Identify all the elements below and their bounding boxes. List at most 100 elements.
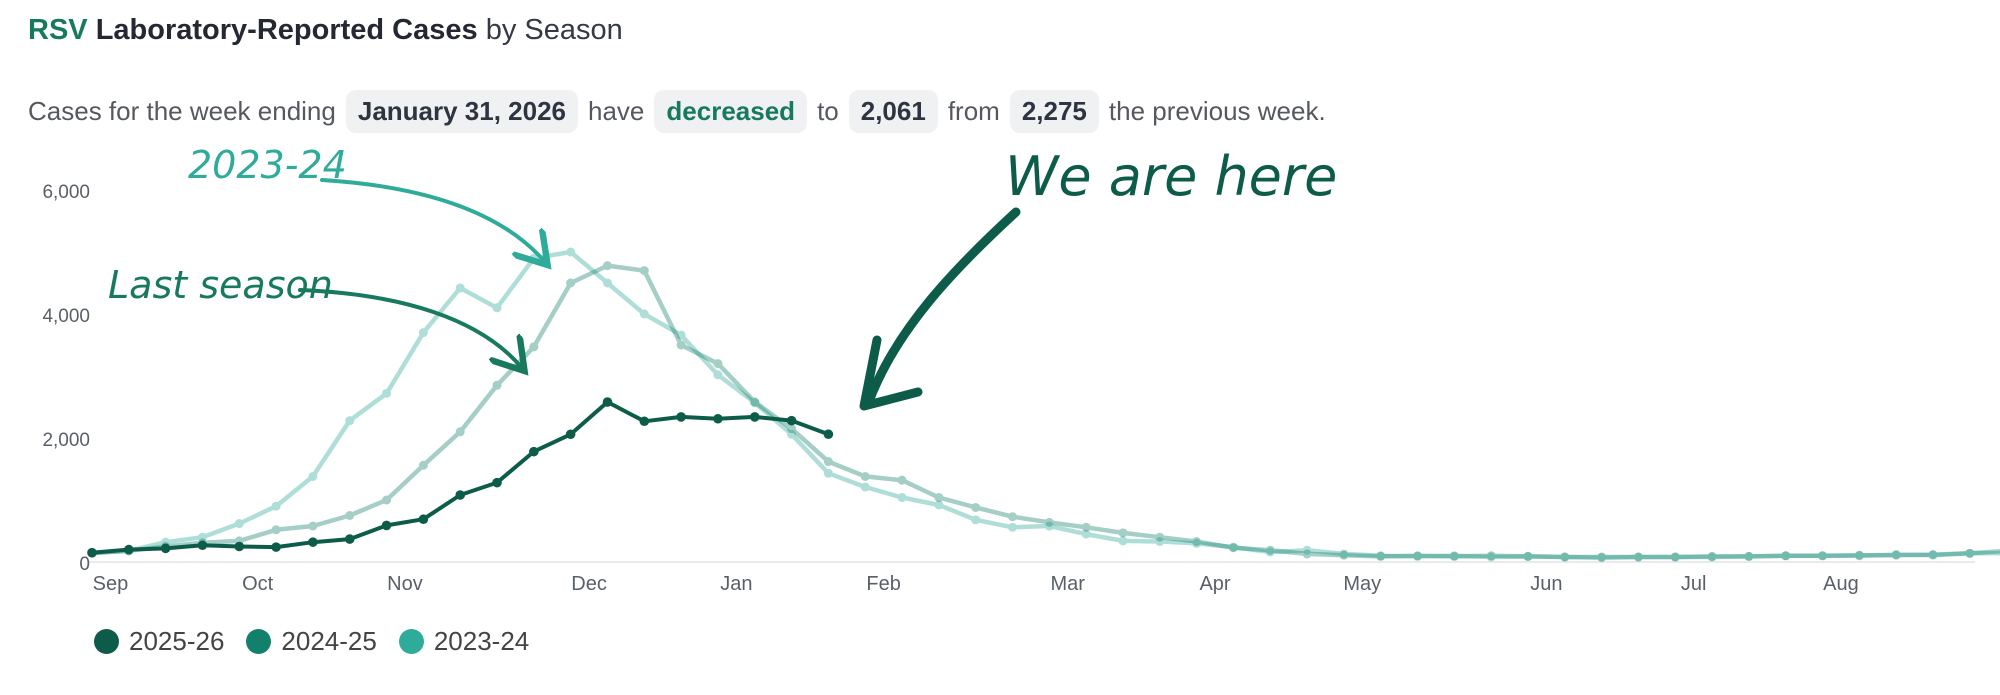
data-point-2023-24[interactable] [492,303,502,313]
data-point-2023-24[interactable] [1928,550,1938,560]
data-point-2025-26[interactable] [823,429,834,440]
data-point-2025-26[interactable] [381,520,392,531]
data-point-2023-24[interactable] [1449,551,1459,561]
data-point-2024-25[interactable] [1744,551,1754,561]
data-point-2023-24[interactable] [308,471,318,481]
data-point-2025-26[interactable] [418,514,429,525]
data-point-2023-24[interactable] [1891,550,1901,560]
data-point-2023-24[interactable] [1339,549,1349,559]
data-point-2023-24[interactable] [713,370,723,380]
data-point-2023-24[interactable] [750,398,760,408]
data-point-2025-26[interactable] [87,547,97,558]
data-point-2024-25[interactable] [1449,551,1459,561]
data-point-2024-25[interactable] [566,278,576,288]
data-point-2025-26[interactable] [124,544,134,555]
data-point-2024-25[interactable] [1707,551,1717,561]
data-point-2025-26[interactable] [344,534,355,544]
data-point-2024-25[interactable] [750,397,760,407]
data-point-2023-24[interactable] [823,468,833,478]
data-point-2024-25[interactable] [1081,522,1091,532]
data-point-2024-25[interactable] [1413,551,1423,561]
data-point-2023-24[interactable] [1965,548,1975,558]
data-point-2024-25[interactable] [1891,550,1901,560]
data-point-2025-26[interactable] [492,477,502,488]
data-point-2024-25[interactable] [1376,551,1386,561]
data-point-2025-26[interactable] [676,412,686,422]
data-point-2025-26[interactable] [271,542,281,552]
data-point-2025-26[interactable] [713,413,723,424]
data-point-2023-24[interactable] [566,247,576,257]
data-point-2023-24[interactable] [787,429,797,439]
data-point-2023-24[interactable] [1265,547,1275,557]
data-point-2024-25[interactable] [787,424,797,434]
data-point-2025-26[interactable] [639,416,650,427]
data-point-2023-24[interactable] [1118,536,1128,546]
data-point-2023-24[interactable] [639,309,649,319]
data-point-2024-25[interactable] [639,266,649,276]
data-point-2023-24[interactable] [418,328,428,338]
data-point-2023-24[interactable] [1597,553,1607,563]
legend-item-2023-24[interactable]: 2023-24 [398,626,529,657]
data-point-2024-25[interactable] [1044,517,1054,527]
legend-item-2024-25[interactable]: 2024-25 [246,626,377,657]
data-point-2023-24[interactable] [1228,542,1238,552]
data-point-2023-24[interactable] [1560,552,1570,562]
data-point-2025-26[interactable] [529,446,539,457]
data-point-2023-24[interactable] [234,519,244,529]
data-point-2024-25[interactable] [345,511,355,520]
data-point-2024-25[interactable] [713,359,723,369]
data-point-2023-24[interactable] [197,532,207,542]
data-point-2024-25[interactable] [897,475,907,485]
data-point-2023-24[interactable] [271,501,281,511]
data-point-2024-25[interactable] [418,460,428,470]
data-point-2024-25[interactable] [1118,528,1128,538]
data-point-2025-26[interactable] [786,415,797,426]
data-point-2025-26[interactable] [308,537,318,547]
data-point-2024-25[interactable] [934,493,944,503]
data-point-2023-24[interactable] [1744,551,1754,561]
data-point-2023-24[interactable] [455,283,465,293]
data-point-2024-25[interactable] [860,471,870,481]
data-point-2024-25[interactable] [1781,551,1791,561]
data-point-2023-24[interactable] [1192,538,1202,548]
data-point-2023-24[interactable] [1376,551,1386,561]
data-point-2024-25[interactable] [1928,550,1938,560]
data-point-2024-25[interactable] [455,427,465,437]
data-point-2024-25[interactable] [1818,551,1828,561]
data-point-2023-24[interactable] [934,500,944,510]
data-point-2024-25[interactable] [823,457,833,467]
data-point-2024-25[interactable] [1854,550,1864,560]
data-point-2024-25[interactable] [971,502,981,512]
data-point-2025-26[interactable] [749,412,760,422]
data-point-2024-25[interactable] [1008,512,1017,522]
data-point-2023-24[interactable] [1854,551,1864,561]
data-point-2024-25[interactable] [529,342,539,352]
data-point-2024-25[interactable] [492,380,502,390]
data-point-2024-25[interactable] [1560,552,1570,562]
data-point-2023-24[interactable] [860,482,870,492]
data-point-2024-25[interactable] [602,261,612,271]
data-point-2025-26[interactable] [234,541,245,552]
data-point-2023-24[interactable] [1670,552,1680,562]
data-point-2024-25[interactable] [1228,543,1238,553]
data-point-2025-26[interactable] [602,397,613,407]
data-point-2023-24[interactable] [676,330,686,340]
data-point-2023-24[interactable] [1633,552,1643,562]
data-point-2024-25[interactable] [1302,549,1312,559]
data-point-2025-26[interactable] [565,429,576,440]
data-point-2024-25[interactable] [1192,537,1202,547]
data-point-2023-24[interactable] [602,278,612,288]
data-point-2025-26[interactable] [197,540,208,551]
data-point-2023-24[interactable] [1781,551,1791,561]
data-point-2024-25[interactable] [1597,552,1607,562]
data-point-2025-26[interactable] [160,543,171,554]
data-point-2024-25[interactable] [1670,552,1680,562]
data-point-2023-24[interactable] [1302,545,1312,555]
data-point-2024-25[interactable] [271,525,281,535]
data-point-2023-24[interactable] [971,515,981,525]
data-point-2024-25[interactable] [1633,552,1643,562]
legend-item-2025-26[interactable]: 2025-26 [94,626,224,657]
data-point-2024-25[interactable] [676,340,686,350]
data-point-2024-25[interactable] [308,521,318,531]
data-point-2024-25[interactable] [1155,532,1165,542]
